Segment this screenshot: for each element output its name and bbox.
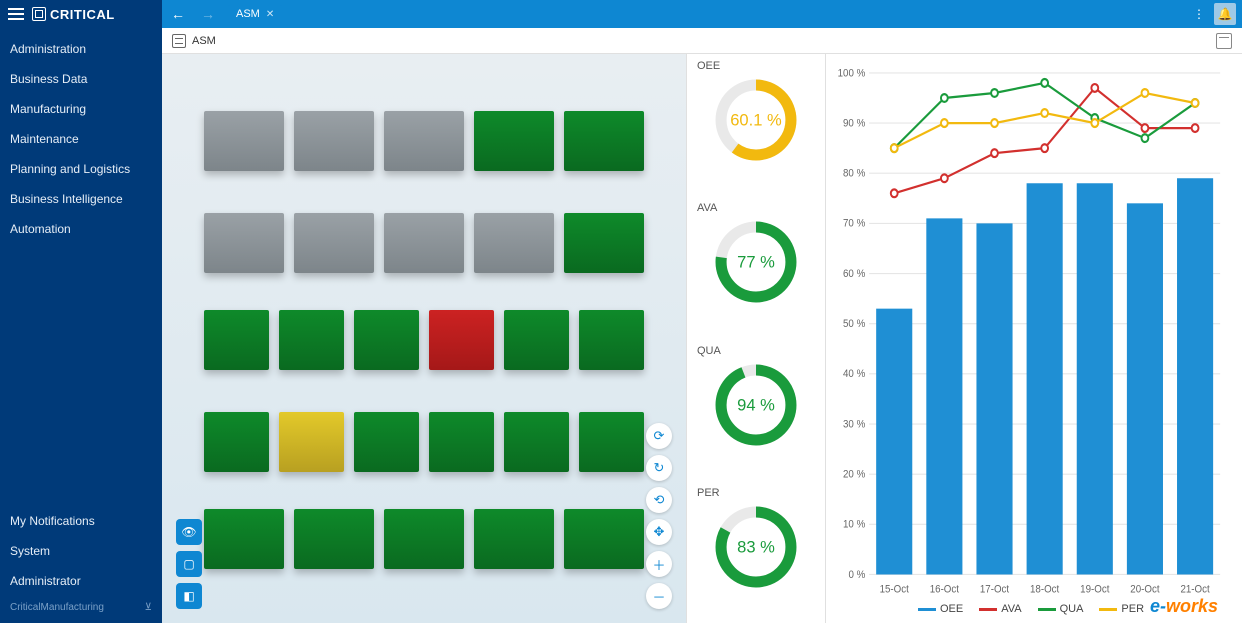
- vp-rotate-button[interactable]: ↻: [646, 455, 672, 481]
- logo-mark-icon: [32, 7, 46, 21]
- nav-forward-button[interactable]: →: [198, 4, 218, 24]
- sidebar-item-bi[interactable]: Business Intelligence: [0, 184, 162, 214]
- svg-text:15-Oct: 15-Oct: [880, 584, 909, 596]
- kpi-qua-label: QUA: [687, 345, 721, 357]
- kpi-oee-label: OEE: [687, 60, 720, 72]
- kpi-per: PER 83 %: [687, 481, 825, 623]
- tenant-label: CriticalManufacturing: [10, 602, 104, 613]
- kpi-oee-donut: 60.1 %: [710, 74, 802, 166]
- kpi-ava: AVA 77 %: [687, 196, 825, 338]
- svg-text:18-Oct: 18-Oct: [1030, 584, 1059, 596]
- svg-text:70 %: 70 %: [843, 218, 865, 230]
- legend-qua: QUA: [1060, 603, 1084, 615]
- svg-text:0 %: 0 %: [848, 569, 865, 581]
- legend-ava: AVA: [1001, 603, 1021, 615]
- brand-name: CRITICAL: [50, 7, 115, 22]
- svg-text:40 %: 40 %: [843, 369, 865, 381]
- svg-text:77 %: 77 %: [737, 253, 775, 272]
- sidebar-item-system[interactable]: System: [0, 536, 162, 566]
- vp-zoom-out-button[interactable]: －: [646, 583, 672, 609]
- vp-zoom-in-button[interactable]: ＋: [646, 551, 672, 577]
- kpi-qua-donut: 94 %: [710, 359, 802, 451]
- sidebar-nav-bottom: My Notifications System Administrator Cr…: [0, 506, 162, 623]
- svg-text:30 %: 30 %: [843, 419, 865, 431]
- breadcrumb-label: ASM: [192, 35, 216, 47]
- vp-cube-button[interactable]: ◧: [176, 583, 202, 609]
- tab-asm[interactable]: ASM ✕: [228, 5, 282, 23]
- kpi-qua: QUA 94 %: [687, 339, 825, 481]
- sidebar-item-planning[interactable]: Planning and Logistics: [0, 154, 162, 184]
- kpi-panel: OEE 60.1 % AVA 77 % QUA 94 % PER 83 %: [686, 54, 826, 623]
- svg-text:90 %: 90 %: [843, 118, 865, 130]
- svg-text:60.1 %: 60.1 %: [730, 111, 782, 130]
- bell-icon[interactable]: 🔔: [1214, 3, 1236, 25]
- nav-back-button[interactable]: ←: [168, 4, 188, 24]
- menu-toggle-icon[interactable]: [8, 8, 24, 20]
- sidebar-item-business-data[interactable]: Business Data: [0, 64, 162, 94]
- tab-label: ASM: [236, 8, 260, 20]
- svg-text:80 %: 80 %: [843, 168, 865, 180]
- tab-close-icon[interactable]: ✕: [266, 9, 274, 20]
- svg-text:20 %: 20 %: [843, 469, 865, 481]
- more-button[interactable]: ⋮: [1188, 3, 1210, 25]
- breadcrumb-icon: [172, 34, 186, 48]
- sidebar-nav-top: Administration Business Data Manufacturi…: [0, 28, 162, 244]
- brand-logo: CRITICAL: [32, 7, 115, 22]
- sidebar-item-administration[interactable]: Administration: [0, 34, 162, 64]
- calendar-icon[interactable]: [1216, 33, 1232, 49]
- svg-text:94 %: 94 %: [737, 395, 775, 414]
- kpi-oee: OEE 60.1 %: [687, 54, 825, 196]
- sidebar-item-manufacturing[interactable]: Manufacturing: [0, 94, 162, 124]
- vp-refresh-button[interactable]: ⟲: [646, 487, 672, 513]
- svg-text:21-Oct: 21-Oct: [1180, 584, 1209, 596]
- svg-text:17-Oct: 17-Oct: [980, 584, 1009, 596]
- legend-oee: OEE: [940, 603, 963, 615]
- vp-pan-button[interactable]: ✥: [646, 519, 672, 545]
- topbar: ← → ASM ✕ ⋮ 🔔: [162, 0, 1242, 28]
- vp-eye-button[interactable]: 👁: [176, 519, 202, 545]
- svg-text:16-Oct: 16-Oct: [930, 584, 959, 596]
- svg-text:10 %: 10 %: [843, 519, 865, 531]
- sidebar-item-administrator[interactable]: Administrator: [0, 566, 162, 596]
- vp-box-button[interactable]: ▢: [176, 551, 202, 577]
- svg-text:50 %: 50 %: [843, 319, 865, 331]
- watermark: e-works: [1150, 596, 1218, 617]
- svg-text:20-Oct: 20-Oct: [1130, 584, 1159, 596]
- svg-text:100 %: 100 %: [838, 68, 866, 80]
- sidebar-item-automation[interactable]: Automation: [0, 214, 162, 244]
- kpi-ava-label: AVA: [687, 202, 717, 214]
- sidebar-item-notifications[interactable]: My Notifications: [0, 506, 162, 536]
- sidebar-item-maintenance[interactable]: Maintenance: [0, 124, 162, 154]
- svg-text:19-Oct: 19-Oct: [1080, 584, 1109, 596]
- legend-per: PER: [1121, 603, 1144, 615]
- combined-chart: 0 % 10 % 20 % 30 % 40 % 50 % 60 % 70 % 80 % 90 % 1…: [836, 64, 1226, 599]
- main: ← → ASM ✕ ⋮ 🔔 ASM: [162, 0, 1242, 623]
- kpi-per-label: PER: [687, 487, 720, 499]
- breadcrumb-bar: ASM: [162, 28, 1242, 54]
- svg-text:83 %: 83 %: [737, 537, 775, 556]
- chart-panel: 0 % 10 % 20 % 30 % 40 % 50 % 60 % 70 % 80 % 90 % 1…: [826, 54, 1242, 623]
- sidebar: CRITICAL Administration Business Data Ma…: [0, 0, 162, 623]
- viewport-3d[interactable]: 👁 ▢ ◧ ⟳ ↻ ⟲ ✥ ＋ －: [162, 54, 686, 623]
- vp-orbit-button[interactable]: ⟳: [646, 423, 672, 449]
- svg-text:60 %: 60 %: [843, 268, 865, 280]
- kpi-ava-donut: 77 %: [710, 216, 802, 308]
- kpi-per-donut: 83 %: [710, 501, 802, 593]
- pin-icon[interactable]: ⊻: [145, 602, 152, 613]
